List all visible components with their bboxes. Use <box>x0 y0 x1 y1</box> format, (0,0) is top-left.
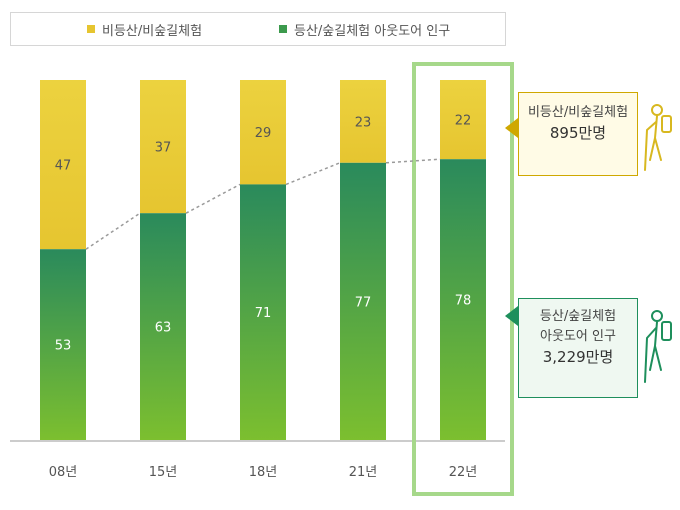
x-tick-label: 22년 <box>449 465 478 480</box>
hiker-icon-yellow <box>644 104 672 171</box>
x-tick-label: 08년 <box>49 465 78 480</box>
bar-hiking <box>40 249 86 440</box>
legend-swatch-yellow <box>87 25 95 33</box>
legend-label-hiking: 등산/숲길체험 아웃도어 인구 <box>294 23 451 39</box>
callout-non-hiking-value: 895만명 <box>549 124 607 142</box>
bar-hiking <box>140 213 186 440</box>
callout-pointer-top <box>505 118 518 138</box>
bar-non-hiking <box>340 80 386 163</box>
bar-hiking <box>440 159 486 440</box>
callout-hiking-label-line1: 등산/숲길체험 <box>539 309 617 324</box>
trend-line-segment <box>285 162 341 186</box>
callout-non-hiking: 비등산/비숲길체험 895만명 <box>518 92 638 176</box>
callout-hiking-value: 3,229만명 <box>542 348 614 366</box>
hiker-icon-green <box>644 310 672 383</box>
bar-non-hiking <box>440 80 486 160</box>
trend-line-segment <box>185 183 241 214</box>
data-label-non-hiking: 47 <box>55 159 72 174</box>
data-label-non-hiking: 22 <box>455 114 472 129</box>
bar-hiking <box>240 184 286 440</box>
data-label-hiking: 77 <box>355 295 372 310</box>
x-tick-label: 15년 <box>149 465 178 480</box>
legend-swatch-green <box>279 25 287 33</box>
legend: 비등산/비숲길체험 등산/숲길체험 아웃도어 인구 <box>10 12 506 46</box>
x-tick-label: 18년 <box>249 465 278 480</box>
data-label-non-hiking: 37 <box>155 141 172 156</box>
legend-item-hiking: 등산/숲길체험 아웃도어 인구 <box>279 13 450 45</box>
x-tick-label: 21년 <box>349 465 378 480</box>
callout-hiking: 등산/숲길체험 아웃도어 인구 3,229만명 <box>518 298 638 398</box>
bar-hiking <box>340 162 386 441</box>
data-label-non-hiking: 29 <box>255 126 272 141</box>
data-label-hiking: 71 <box>255 306 272 321</box>
trend-line-segment <box>85 212 141 250</box>
bar-non-hiking <box>240 80 286 185</box>
legend-label-non-hiking: 비등산/비숲길체험 <box>102 23 203 39</box>
highlight-frame <box>412 62 514 496</box>
callout-pointer-bottom <box>505 306 518 326</box>
legend-item-non-hiking: 비등산/비숲길체험 <box>87 13 202 45</box>
data-label-hiking: 53 <box>55 339 72 354</box>
bar-non-hiking <box>40 80 86 250</box>
data-label-hiking: 78 <box>455 294 472 309</box>
data-label-non-hiking: 23 <box>355 115 372 130</box>
callout-hiking-label-line2: 아웃도어 인구 <box>540 329 616 344</box>
data-label-hiking: 63 <box>155 321 172 336</box>
bar-non-hiking <box>140 80 186 214</box>
callout-non-hiking-label: 비등산/비숲길체험 <box>527 105 629 120</box>
